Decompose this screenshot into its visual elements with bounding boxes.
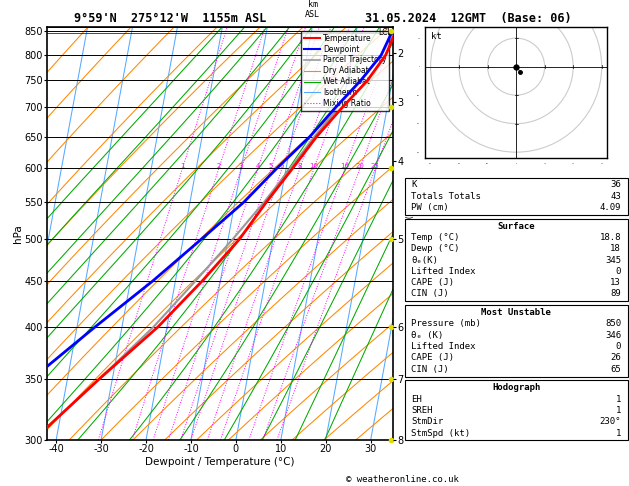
Text: θₑ(K): θₑ(K)	[411, 256, 438, 264]
Text: 26: 26	[610, 353, 621, 363]
Text: 850: 850	[605, 319, 621, 329]
Text: SREH: SREH	[411, 406, 433, 415]
Text: 13: 13	[610, 278, 621, 287]
Text: EH: EH	[411, 395, 422, 404]
Bar	[404, 305, 628, 377]
Y-axis label: hPa: hPa	[13, 224, 23, 243]
Text: 1: 1	[616, 406, 621, 415]
Text: 0: 0	[616, 342, 621, 351]
Y-axis label: Mixing Ratio (g/kg): Mixing Ratio (g/kg)	[406, 193, 415, 273]
Text: K: K	[411, 180, 416, 190]
Text: Lifted Index: Lifted Index	[411, 342, 476, 351]
Text: StmSpd (kt): StmSpd (kt)	[411, 429, 470, 437]
Text: 65: 65	[610, 364, 621, 374]
Text: 31.05.2024  12GMT  (Base: 06): 31.05.2024 12GMT (Base: 06)	[365, 12, 572, 25]
Text: 4.09: 4.09	[599, 203, 621, 212]
Text: 89: 89	[610, 290, 621, 298]
Text: 9°59'N  275°12'W  1155m ASL: 9°59'N 275°12'W 1155m ASL	[74, 12, 266, 25]
Text: 1: 1	[616, 395, 621, 404]
Text: 230°: 230°	[599, 417, 621, 426]
Text: 36: 36	[610, 180, 621, 190]
Text: Dewp (°C): Dewp (°C)	[411, 244, 460, 253]
Text: © weatheronline.co.uk: © weatheronline.co.uk	[346, 474, 459, 484]
Text: CIN (J): CIN (J)	[411, 364, 449, 374]
Legend: Temperature, Dewpoint, Parcel Trajectory, Dry Adiabat, Wet Adiabat, Isotherm, Mi: Temperature, Dewpoint, Parcel Trajectory…	[301, 31, 389, 111]
Text: Lifted Index: Lifted Index	[411, 267, 476, 276]
Text: 10: 10	[309, 163, 318, 169]
Text: 18: 18	[610, 244, 621, 253]
Text: Pressure (mb): Pressure (mb)	[411, 319, 481, 329]
Text: 346: 346	[605, 331, 621, 340]
Text: CAPE (J): CAPE (J)	[411, 353, 454, 363]
Bar	[404, 381, 628, 440]
Text: Surface: Surface	[498, 222, 535, 231]
Text: PW (cm): PW (cm)	[411, 203, 449, 212]
Text: Hodograph: Hodograph	[492, 383, 540, 392]
Text: 1: 1	[616, 429, 621, 437]
Text: 0: 0	[616, 267, 621, 276]
Text: StmDir: StmDir	[411, 417, 443, 426]
Text: 2: 2	[216, 163, 221, 169]
Text: 1: 1	[180, 163, 184, 169]
Text: CIN (J): CIN (J)	[411, 290, 449, 298]
Bar	[404, 219, 628, 301]
Text: θₑ (K): θₑ (K)	[411, 331, 443, 340]
Text: 18.8: 18.8	[599, 233, 621, 242]
Bar	[404, 177, 628, 215]
Text: km
ASL: km ASL	[305, 0, 320, 19]
Text: 6: 6	[279, 163, 284, 169]
Text: 4: 4	[255, 163, 260, 169]
X-axis label: Dewpoint / Temperature (°C): Dewpoint / Temperature (°C)	[145, 457, 295, 467]
Text: 3: 3	[239, 163, 243, 169]
Text: LCL: LCL	[378, 28, 392, 37]
Text: 25: 25	[370, 163, 379, 169]
Text: kt: kt	[431, 33, 442, 41]
Text: Temp (°C): Temp (°C)	[411, 233, 460, 242]
Text: 43: 43	[610, 191, 621, 201]
Text: 8: 8	[298, 163, 302, 169]
Text: 20: 20	[355, 163, 364, 169]
Text: CAPE (J): CAPE (J)	[411, 278, 454, 287]
Text: Most Unstable: Most Unstable	[481, 308, 551, 317]
Text: 16: 16	[340, 163, 349, 169]
Text: 345: 345	[605, 256, 621, 264]
Text: Totals Totals: Totals Totals	[411, 191, 481, 201]
Text: 5: 5	[269, 163, 273, 169]
